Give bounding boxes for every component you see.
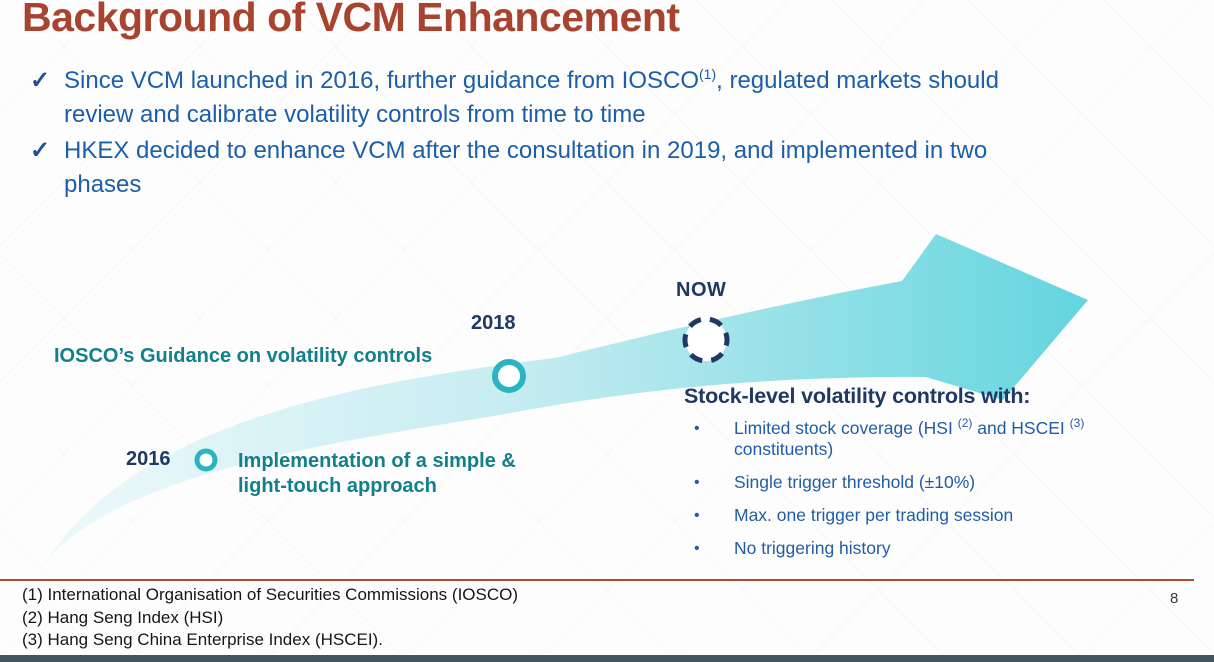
checkmark-icon: ✓ (30, 137, 51, 164)
page-number: 8 (1170, 590, 1179, 607)
intro-bullet-2: ✓ HKEX decided to enhance VCM after the … (30, 134, 1080, 202)
stock-panel-item-3-text: Max. one trigger per trading session (734, 505, 1014, 525)
milestone-2016-label: Implementation of a simple & light-touch… (238, 450, 516, 497)
milestone-2018-marker (492, 359, 526, 393)
item1-b: and HSCEI (972, 418, 1070, 438)
checkmark-icon: ✓ (30, 67, 51, 94)
stock-level-panel: Stock-level volatility controls with: • … (684, 384, 1184, 571)
footnote-ref-1: (1) (699, 66, 717, 82)
bottom-edge-bar (0, 655, 1214, 662)
stock-panel-item-2: • Single trigger threshold (±10%) (684, 472, 1184, 493)
intro-bullet-1-post: , regulated markets should review and ca… (64, 67, 999, 128)
stock-panel-item-1: • Limited stock coverage (HSI (2) and HS… (684, 416, 1184, 460)
milestone-2016-marker (194, 448, 218, 472)
milestone-2018-label: IOSCO’s Guidance on volatility controls (54, 345, 433, 367)
footnote-3: (3) Hang Seng China Enterprise Index (HS… (22, 630, 383, 649)
stock-panel-item-2-text: Single trigger threshold (±10%) (734, 472, 976, 492)
footnote-2: (2) Hang Seng Index (HSI) (22, 607, 224, 627)
bullet-dot-icon: • (694, 420, 700, 437)
milestone-2016-year: 2016 (126, 448, 171, 470)
milestone-now-marker (682, 316, 730, 364)
bullet-dot-icon: • (694, 540, 700, 557)
page-title: Background of VCM Enhancement (22, 0, 680, 40)
milestone-2018-year: 2018 (471, 312, 516, 334)
intro-bullet-2-text: HKEX decided to enhance VCM after the co… (64, 137, 988, 198)
milestone-now-label: NOW (676, 279, 727, 301)
stock-panel-item-3: • Max. one trigger per trading session (684, 505, 1184, 526)
intro-bullet-list: ✓ Since VCM launched in 2016, further gu… (30, 64, 1080, 204)
stock-panel-item-4: • No triggering history (684, 538, 1184, 559)
stock-panel-item-4-text: No triggering history (734, 538, 891, 558)
bullet-dot-icon: • (694, 474, 700, 491)
footnote-1: (1) International Organisation of Securi… (22, 585, 519, 604)
stock-panel-item-1-text: Limited stock coverage (HSI (2) and HSCE… (734, 416, 1164, 460)
stock-panel-heading: Stock-level volatility controls with: (684, 384, 1031, 408)
footnote-ref-2: (2) (957, 416, 973, 431)
item1-a: Limited stock coverage (HSI (734, 418, 958, 438)
footnote-ref-3: (3) (1069, 416, 1085, 431)
footer-divider-line (0, 579, 1194, 581)
intro-bullet-1-text: Since VCM launched in 2016, further guid… (64, 64, 1064, 132)
intro-bullet-1: ✓ Since VCM launched in 2016, further gu… (30, 64, 1080, 132)
intro-bullet-1-pre: Since VCM launched in 2016, further guid… (64, 67, 699, 94)
bullet-dot-icon: • (694, 507, 700, 524)
item1-c: constituents) (734, 439, 834, 459)
footnotes: (1) International Organisation of Securi… (22, 584, 518, 652)
stock-panel-list: • Limited stock coverage (HSI (2) and HS… (684, 416, 1184, 559)
